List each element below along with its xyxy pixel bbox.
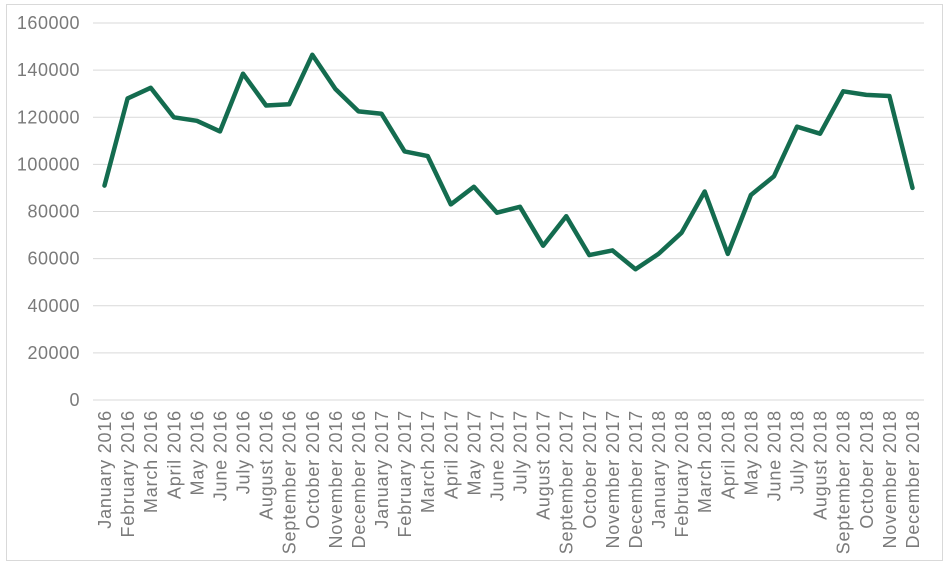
x-tick-label: December 2016 bbox=[349, 410, 369, 548]
x-tick-label: November 2017 bbox=[603, 410, 623, 548]
x-tick-label: September 2016 bbox=[280, 410, 300, 554]
y-tick-label: 140000 bbox=[17, 60, 80, 80]
x-tick-label: March 2017 bbox=[418, 410, 438, 513]
x-tick-label: July 2016 bbox=[234, 410, 254, 494]
x-axis-tick-labels: January 2016 February 2016 March 2016 April… bbox=[95, 410, 923, 554]
x-tick-label: January 2018 bbox=[649, 410, 669, 529]
x-tick-label: May 2016 bbox=[187, 410, 207, 495]
x-tick-label: March 2016 bbox=[141, 410, 161, 513]
y-tick-label: 120000 bbox=[17, 107, 80, 127]
x-tick-label: December 2018 bbox=[903, 410, 923, 548]
y-tick-label: 40000 bbox=[27, 296, 80, 316]
x-tick-label: September 2017 bbox=[557, 410, 577, 554]
x-tick-label: November 2016 bbox=[326, 410, 346, 548]
y-axis-tick-labels: 0 20000 40000 60000 80000 100000 120000 140000 1… bbox=[17, 13, 80, 410]
x-tick-label: May 2018 bbox=[741, 410, 761, 495]
x-tick-label: August 2018 bbox=[811, 410, 831, 520]
y-tick-label: 20000 bbox=[27, 343, 80, 363]
x-tick-label: June 2016 bbox=[211, 410, 231, 501]
x-tick-label: November 2018 bbox=[880, 410, 900, 548]
x-tick-label: October 2018 bbox=[857, 410, 877, 529]
x-tick-label: October 2016 bbox=[303, 410, 323, 529]
x-tick-label: January 2016 bbox=[95, 410, 115, 529]
y-tick-label: 0 bbox=[69, 390, 80, 410]
data-series-line bbox=[102, 52, 915, 272]
x-tick-label: June 2018 bbox=[765, 410, 785, 501]
x-tick-label: September 2018 bbox=[834, 410, 854, 554]
x-tick-label: August 2017 bbox=[534, 410, 554, 520]
x-tick-label: August 2016 bbox=[257, 410, 277, 520]
gridlines bbox=[93, 22, 924, 401]
x-tick-label: October 2017 bbox=[580, 410, 600, 529]
y-tick-label: 160000 bbox=[17, 13, 80, 33]
x-tick-label: January 2017 bbox=[372, 410, 392, 529]
x-tick-label: February 2018 bbox=[672, 410, 692, 537]
y-tick-label: 80000 bbox=[27, 202, 80, 222]
x-tick-label: June 2017 bbox=[488, 410, 508, 501]
y-tick-label: 100000 bbox=[17, 154, 80, 174]
x-tick-label: December 2017 bbox=[626, 410, 646, 548]
x-tick-label: February 2017 bbox=[395, 410, 415, 537]
x-tick-label: February 2016 bbox=[118, 410, 138, 537]
x-tick-label: May 2017 bbox=[464, 410, 484, 495]
x-tick-label: April 2016 bbox=[164, 410, 184, 499]
x-tick-label: April 2017 bbox=[441, 410, 461, 499]
x-tick-label: July 2017 bbox=[511, 410, 531, 494]
x-tick-label: April 2018 bbox=[718, 410, 738, 499]
x-tick-label: March 2018 bbox=[695, 410, 715, 513]
x-tick-label: July 2018 bbox=[788, 410, 808, 494]
y-tick-label: 60000 bbox=[27, 249, 80, 269]
